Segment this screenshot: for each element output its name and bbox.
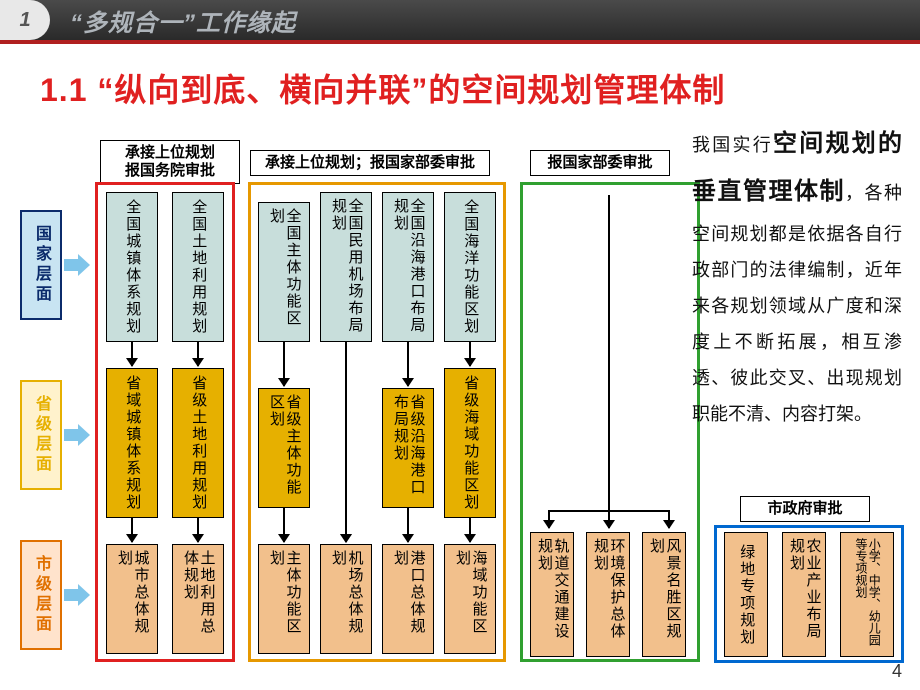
section-number: 1 [0,0,50,40]
flowchart-node: 省级海域功能区划 [444,368,496,518]
arrow-down-icon [131,342,133,366]
flowchart-node: 农业产业布局规划 [782,532,826,657]
flowchart-node: 全国土地利用规划 [172,192,224,342]
flowchart-node: 省级土地利用规划 [172,368,224,518]
red-divider [0,40,920,44]
flowchart-node: 风景名胜区规划 [642,532,686,657]
flowchart-node: 全国城镇体系规划 [106,192,158,342]
heading-prefix: 1.1 [40,72,97,108]
heading-suffix: 的空间规划管理体制 [428,72,725,108]
arrow-down-icon [131,518,133,542]
arrow-down-icon [345,342,347,542]
arrow-down-icon [407,508,409,542]
row-label: 市级层面 [20,540,62,650]
para-lead1: 我国实行 [692,135,773,155]
flowchart-node: 环境保护总体规划 [586,532,630,657]
top-bar: 1 “多规合一”工作缘起 [0,0,920,40]
flowchart-node: 小学、中学、幼儿园等专项规划 [840,532,894,657]
row-arrow-icon [64,584,90,606]
arrow-down-icon [283,508,285,542]
flowchart-node: 土地利用总体规划 [172,544,224,654]
flowchart-node: 机场总体规划 [320,544,372,654]
flowchart-node: 全国沿海港口布局规划 [382,192,434,342]
section-title: “多规合一”工作缘起 [70,3,296,38]
arrow-down-icon [548,510,550,528]
group-header: 市政府审批 [740,496,870,522]
flowchart-node: 城市总体规划 [106,544,158,654]
heading-quoted: “纵向到底、横向并联” [97,72,428,108]
arrow-down-icon [608,510,610,528]
arrow-down-icon [407,342,409,386]
arrow-down-icon [197,342,199,366]
flowchart-node: 绿地专项规划 [724,532,768,657]
flowchart-node: 港口总体规划 [382,544,434,654]
flowchart-node: 海域功能区划 [444,544,496,654]
row-label: 省级层面 [20,380,62,490]
row-arrow-icon [64,424,90,446]
flowchart-node: 主体功能区划 [258,544,310,654]
flowchart-node: 省级沿海港口布局规划 [382,388,434,508]
flowchart-node: 轨道交通建设规划 [530,532,574,657]
row-label: 国家层面 [20,210,62,320]
arrow-down-icon [197,518,199,542]
page-heading: 1.1 “纵向到底、横向并联”的空间规划管理体制 [40,65,890,111]
flowchart-node: 全国民用机场布局规划 [320,192,372,342]
page-number: 4 [892,661,902,682]
paragraph: 我国实行空间规划的垂直管理体制，各种空间规划都是依据各自行政部门的法律编制，近年… [692,120,902,432]
arrow-down-icon [668,510,670,528]
flowchart-node: 全国海洋功能区划 [444,192,496,342]
group-header: 承接上位规划；报国家部委审批 [250,150,490,176]
flowchart-node: 省级主体功能区划 [258,388,310,508]
group-header: 报国家部委审批 [530,150,670,176]
arrow-down-icon [469,342,471,366]
flowchart-node: 全国主体功能区划 [258,202,310,342]
para-body: ，各种空间规划都是依据各自行政部门的法律编制，近年来各规划领域从广度和深度上不断… [692,183,902,424]
row-arrow-icon [64,254,90,276]
group-header: 承接上位规划报国务院审批 [100,140,240,184]
arrow-down-icon [469,518,471,542]
flowchart-node: 省域城镇体系规划 [106,368,158,518]
arrow-down-icon [283,342,285,386]
